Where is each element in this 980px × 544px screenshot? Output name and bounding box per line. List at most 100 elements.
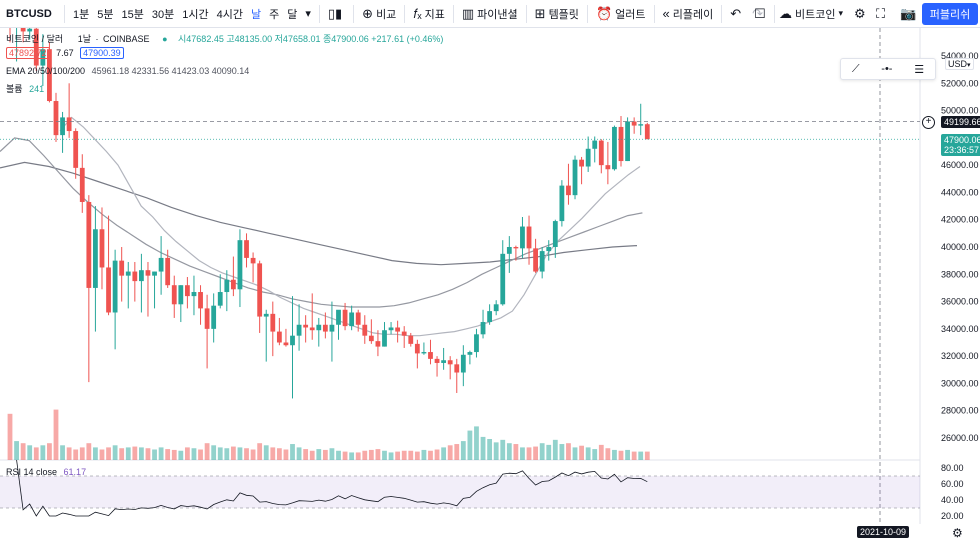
rsi-tick-label: 40.00 <box>941 495 964 505</box>
price-tick-label: 32000.00 <box>941 351 979 361</box>
volume-bar <box>283 449 289 460</box>
candle-body <box>79 167 85 202</box>
interval-3[interactable]: 30분 <box>151 8 175 21</box>
volume-bar <box>125 447 131 460</box>
candle-body <box>316 324 322 331</box>
price-chart[interactable]: 54000.0052000.0050000.0048000.0046000.00… <box>0 28 980 524</box>
interval-5[interactable]: 4시간 <box>216 8 243 21</box>
undo-icon: ↶ <box>730 5 742 21</box>
candle-body <box>60 117 65 136</box>
volume-bar <box>598 444 604 460</box>
publish-button[interactable]: 퍼블리쉬 <box>922 3 978 25</box>
price-tick-label: 34000.00 <box>941 324 979 334</box>
volume-bar <box>152 449 157 460</box>
divider <box>586 4 588 23</box>
candle-body <box>349 312 355 327</box>
candle-body <box>552 221 558 247</box>
candle-body <box>355 312 361 325</box>
candle-body <box>493 304 499 312</box>
interval-6[interactable]: 날 <box>250 8 262 21</box>
candle-body <box>401 331 407 336</box>
ema-values: 45961.18 42331.56 41423.03 40090.14 <box>91 66 250 76</box>
indicators-button[interactable]: 𝑓ₓ 지표 <box>409 0 449 28</box>
volume-bar <box>585 447 591 460</box>
trend-line-icon[interactable]: ⟋ <box>851 62 860 75</box>
symbol-search[interactable]: BTCUSD <box>6 7 52 20</box>
volume-bar <box>408 450 414 460</box>
divider <box>525 4 527 23</box>
fullscreen-button[interactable]: ⛶ <box>872 0 892 28</box>
volume-bar <box>33 447 39 460</box>
chevron-down-icon: ▾ <box>967 62 971 69</box>
replay-button[interactable]: «리플레이 <box>659 0 718 28</box>
volume-bar <box>618 450 624 460</box>
candle-body <box>362 324 368 336</box>
candle-body <box>625 121 630 162</box>
financials-button[interactable]: ▥ 파이낸셜 <box>458 0 522 28</box>
candle-body <box>244 240 249 258</box>
candle-body <box>533 248 538 272</box>
symbol-interval: 1날 <box>77 34 91 44</box>
price-tick-label: 46000.00 <box>941 160 979 170</box>
divider <box>64 4 65 23</box>
candle-body <box>257 263 263 317</box>
candle-body <box>421 352 427 354</box>
volume-bar <box>474 426 479 460</box>
candle-body <box>434 358 440 363</box>
currency-label[interactable]: USD▾ <box>945 58 974 70</box>
chart-area[interactable]: 54000.0052000.0050000.0048000.0046000.00… <box>0 28 980 524</box>
volume-bar <box>566 443 571 460</box>
divider <box>404 4 406 23</box>
candle-body <box>198 292 203 309</box>
volume-bar <box>579 445 584 460</box>
redo-button[interactable]: ↷ <box>748 0 770 28</box>
horizontal-line-icon[interactable]: -•- <box>881 63 893 75</box>
alert-button[interactable]: ⏰ 얼러트 <box>592 0 650 28</box>
layout-name-button[interactable]: ☁ 비트코인 ▾ <box>775 0 850 28</box>
candle-body <box>572 159 578 196</box>
volume-bar <box>211 445 217 460</box>
candle-body <box>388 327 394 331</box>
volume-bar <box>171 449 177 460</box>
price-tick-label: 52000.00 <box>941 78 979 88</box>
layout-toggle-button[interactable]: ☐ <box>750 0 773 28</box>
candle-body <box>178 285 184 305</box>
volume-bar <box>322 449 328 460</box>
volume-bar <box>20 443 26 460</box>
snapshot-button[interactable]: 📷 <box>896 0 923 28</box>
plus-circle-icon[interactable]: + <box>922 116 935 129</box>
candle-body <box>283 342 289 346</box>
interval-4[interactable]: 1시간 <box>182 8 209 21</box>
interval-7[interactable]: 주 <box>269 8 280 21</box>
candle-body <box>382 330 387 347</box>
interval-0[interactable]: 1분 <box>73 8 90 21</box>
volume-bar <box>487 439 493 460</box>
fib-lines-icon[interactable]: ☰ <box>914 63 925 76</box>
layout-name: 비트코인 <box>795 8 836 21</box>
undo-button[interactable]: ↶ <box>726 0 748 28</box>
time-axis[interactable]: 2021-10-09 ⚙ <box>0 524 980 544</box>
interval-2[interactable]: 15분 <box>121 8 144 21</box>
divider <box>318 4 320 23</box>
candle-body <box>132 271 138 282</box>
volume-bar <box>329 448 335 460</box>
candle-body <box>539 251 545 272</box>
chevron-down-icon[interactable]: ▾ <box>305 8 311 20</box>
settings-button[interactable]: ⚙ <box>850 0 873 28</box>
candles-icon: ▯▮ <box>327 5 343 21</box>
volume-bar <box>14 441 19 460</box>
candle-body <box>500 253 506 305</box>
compare-button[interactable]: ⊕ 비교 <box>358 0 400 28</box>
chart-type-button[interactable]: ▯▮ <box>324 0 349 28</box>
volume-bar <box>99 449 105 460</box>
candle-body <box>263 313 269 317</box>
candle-body <box>414 343 420 354</box>
crosshair-price: 49199.66 <box>944 117 980 127</box>
candle-body <box>290 335 295 346</box>
templates-button[interactable]: ⊞ 템플릿 <box>531 0 583 28</box>
bid-price[interactable]: 47892.72 <box>6 47 50 59</box>
interval-1[interactable]: 5분 <box>97 8 114 21</box>
chart-settings-icon[interactable]: ⚙ <box>952 526 963 540</box>
interval-8[interactable]: 달 <box>287 8 298 21</box>
ask-price[interactable]: 47900.39 <box>80 47 124 59</box>
